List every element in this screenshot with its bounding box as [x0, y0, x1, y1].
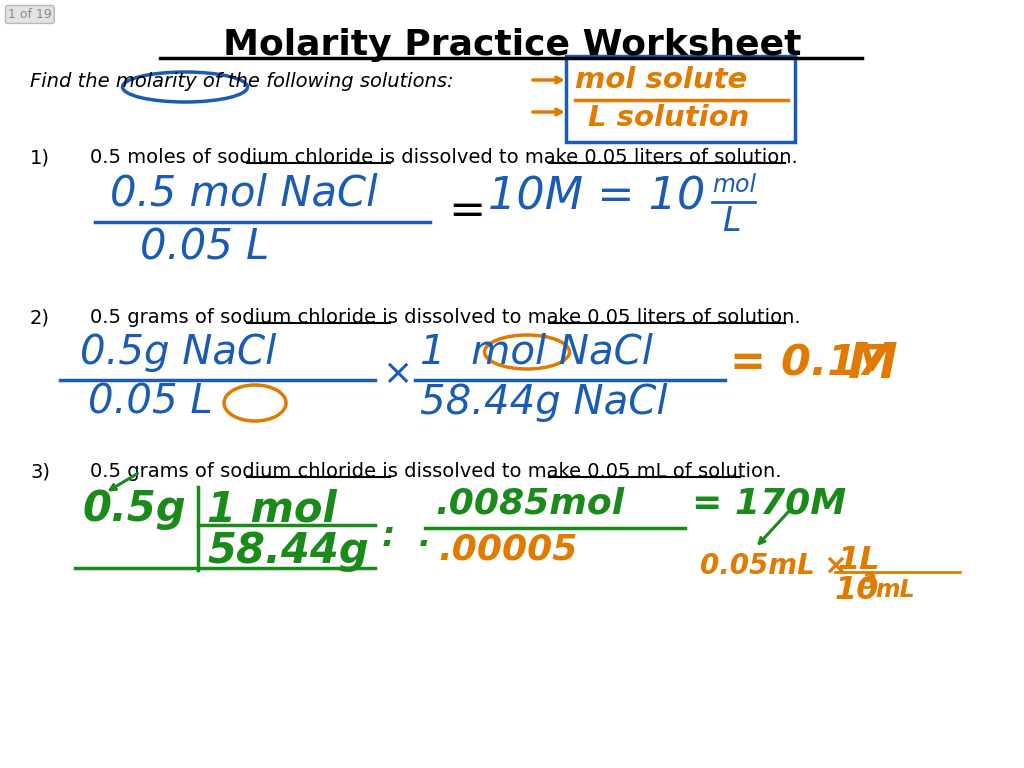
Text: .00005: .00005 [438, 533, 578, 567]
Text: 1 of 19: 1 of 19 [8, 8, 52, 21]
Text: 58.44g: 58.44g [207, 530, 369, 572]
Text: 1  mol NaCl: 1 mol NaCl [420, 333, 653, 372]
Text: 0.5 moles of sodium chloride is dissolved to make 0.05 liters of solution.: 0.5 moles of sodium chloride is dissolve… [90, 148, 798, 167]
Text: 3: 3 [862, 573, 877, 593]
Text: 58.44g NaCl: 58.44g NaCl [420, 383, 668, 422]
Text: 1L: 1L [838, 545, 881, 576]
Text: ×: × [382, 357, 413, 391]
Text: 3): 3) [30, 462, 50, 481]
Text: mol solute: mol solute [575, 66, 748, 94]
Text: = 0.17: = 0.17 [730, 343, 887, 385]
Text: 10: 10 [835, 575, 880, 606]
Text: 0.5 grams of sodium chloride is dissolved to make 0.05 mL of solution.: 0.5 grams of sodium chloride is dissolve… [90, 462, 781, 481]
Text: =: = [449, 190, 485, 233]
Text: Find the molarity of the following solutions:: Find the molarity of the following solut… [30, 72, 454, 91]
Text: = 170M: = 170M [692, 487, 846, 521]
Text: L: L [722, 205, 740, 238]
Text: 1): 1) [30, 148, 50, 167]
Text: mol: mol [712, 173, 756, 197]
Text: 0.5g NaCl: 0.5g NaCl [80, 333, 276, 372]
Text: 0.05 L: 0.05 L [140, 226, 269, 268]
Text: L solution: L solution [588, 104, 750, 132]
Text: mL: mL [874, 578, 914, 602]
Text: .0085mol: .0085mol [435, 487, 624, 521]
Text: Molarity Practice Worksheet: Molarity Practice Worksheet [223, 28, 801, 62]
Text: 0.05mL ×: 0.05mL × [700, 552, 848, 580]
Text: 10M = 10: 10M = 10 [488, 175, 706, 218]
Text: 1 mol: 1 mol [207, 488, 337, 530]
Text: 0.5g: 0.5g [82, 488, 185, 530]
Text: 0.5 mol NaCl: 0.5 mol NaCl [110, 172, 378, 214]
Text: 0.5 grams of sodium chloride is dissolved to make 0.05 liters of solution.: 0.5 grams of sodium chloride is dissolve… [90, 308, 801, 327]
Text: 0.05 L: 0.05 L [88, 383, 213, 422]
Text: 2): 2) [30, 308, 50, 327]
Text: :  .: : . [382, 520, 431, 553]
Text: M: M [848, 340, 898, 388]
